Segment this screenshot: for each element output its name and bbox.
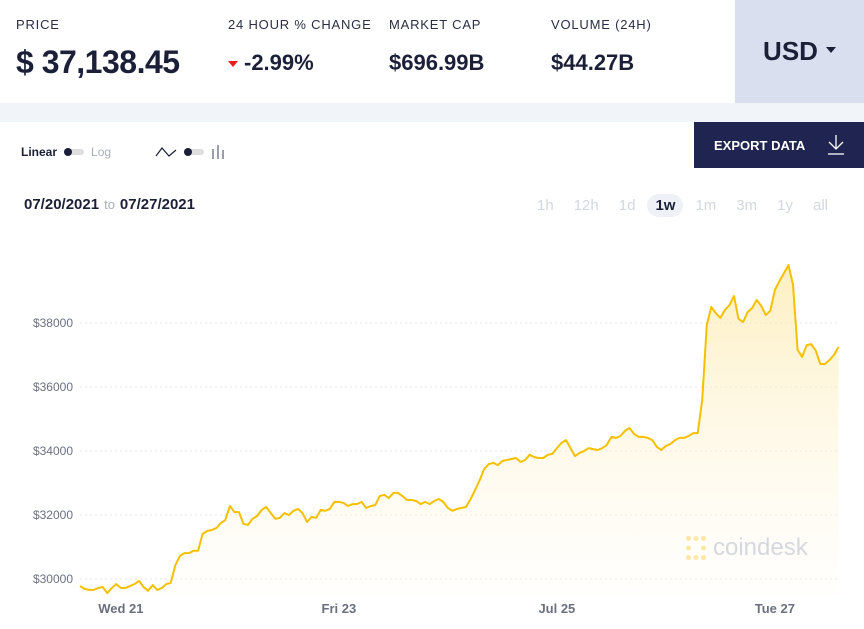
- volume-value: $44.27B: [551, 50, 635, 75]
- chart-type-toggle[interactable]: [184, 148, 204, 156]
- x-tick-label: Fri 23: [322, 601, 357, 616]
- currency-dropdown[interactable]: USD: [735, 0, 864, 103]
- period-1m[interactable]: 1m: [695, 197, 717, 214]
- price-stat: PRICE $ 37,138.45: [16, 17, 180, 81]
- caret-down-icon: [825, 46, 836, 53]
- export-data-button[interactable]: EXPORT DATA: [694, 122, 864, 168]
- export-label: EXPORT DATA: [714, 137, 806, 153]
- y-tick-label: $38000: [33, 316, 73, 330]
- scale-toggle[interactable]: [64, 148, 85, 156]
- period-all[interactable]: all: [812, 197, 828, 214]
- range-from: 07/20/2021: [24, 196, 100, 213]
- scale-toggle-group: Linear Log: [21, 145, 111, 159]
- coindesk-logo-icon: [686, 536, 706, 560]
- y-tick-label: $32000: [33, 508, 73, 522]
- x-tick-label: Jul 25: [538, 601, 575, 616]
- range-to: 07/27/2021: [119, 196, 195, 213]
- y-tick-label: $34000: [33, 444, 73, 458]
- x-tick-label: Tue 27: [755, 601, 795, 616]
- currency-label: USD: [763, 36, 818, 66]
- period-1d[interactable]: 1d: [618, 197, 636, 214]
- down-arrow-icon: [228, 61, 238, 68]
- x-tick-label: Wed 21: [98, 601, 143, 616]
- market-cap-value: $696.99B: [389, 50, 485, 75]
- coindesk-watermark: coindesk: [686, 534, 808, 562]
- period-12h[interactable]: 12h: [573, 197, 599, 214]
- range-to-word: to: [104, 197, 115, 212]
- watermark-text: coindesk: [713, 534, 808, 561]
- change-value: -2.99%: [244, 50, 314, 75]
- price-value: $ 37,138.45: [16, 44, 180, 80]
- divider: [0, 103, 864, 122]
- period-selector: 1h 12h 1d 1w 1m 3m 1y all: [525, 194, 836, 217]
- log-label: Log: [91, 145, 112, 159]
- period-1w[interactable]: 1w: [647, 194, 684, 217]
- market-cap-stat: MARKET CAP $696.99B: [389, 17, 484, 76]
- period-1y[interactable]: 1y: [777, 197, 793, 214]
- volume-label: VOLUME (24H): [551, 17, 652, 32]
- price-chart: $30000 $32000 $34000 $36000 $38000 Wed 21 Fri …: [33, 264, 840, 616]
- y-tick-label: $30000: [33, 572, 73, 586]
- y-tick-label: $36000: [33, 380, 73, 394]
- change-label: 24 HOUR % CHANGE: [228, 17, 372, 32]
- linear-label: Linear: [21, 145, 58, 159]
- period-3m[interactable]: 3m: [736, 197, 758, 214]
- volume-stat: VOLUME (24H) $44.27B: [551, 17, 652, 76]
- change-stat: 24 HOUR % CHANGE -2.99%: [228, 17, 372, 76]
- chart-type-toggle-group: [155, 145, 225, 159]
- price-line: [79, 264, 840, 595]
- date-range: 07/20/2021 to 07/27/2021: [24, 196, 195, 213]
- period-1h[interactable]: 1h: [537, 197, 554, 214]
- download-icon: [828, 135, 844, 155]
- line-chart-icon[interactable]: [155, 146, 177, 158]
- price-label: PRICE: [16, 17, 60, 32]
- market-cap-label: MARKET CAP: [389, 17, 482, 32]
- stats-header: PRICE $ 37,138.45 24 HOUR % CHANGE -2.99…: [0, 0, 864, 103]
- bar-chart-icon[interactable]: [211, 145, 225, 159]
